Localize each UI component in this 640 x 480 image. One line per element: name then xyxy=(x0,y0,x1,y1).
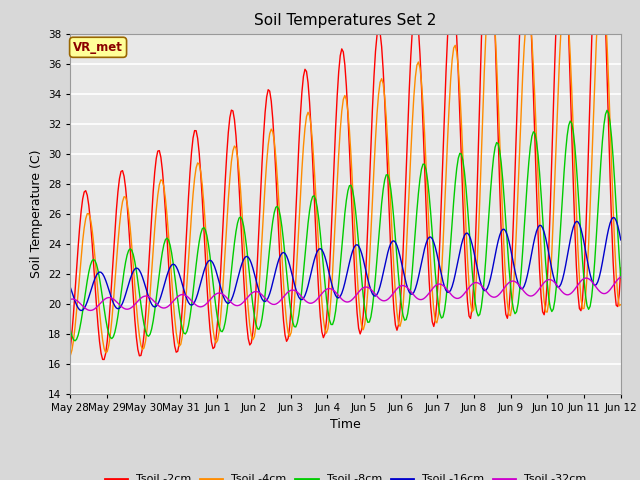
X-axis label: Time: Time xyxy=(330,418,361,431)
Y-axis label: Soil Temperature (C): Soil Temperature (C) xyxy=(29,149,43,278)
Text: VR_met: VR_met xyxy=(73,41,123,54)
Title: Soil Temperatures Set 2: Soil Temperatures Set 2 xyxy=(255,13,436,28)
Legend: Tsoil -2cm, Tsoil -4cm, Tsoil -8cm, Tsoil -16cm, Tsoil -32cm: Tsoil -2cm, Tsoil -4cm, Tsoil -8cm, Tsoi… xyxy=(100,470,591,480)
